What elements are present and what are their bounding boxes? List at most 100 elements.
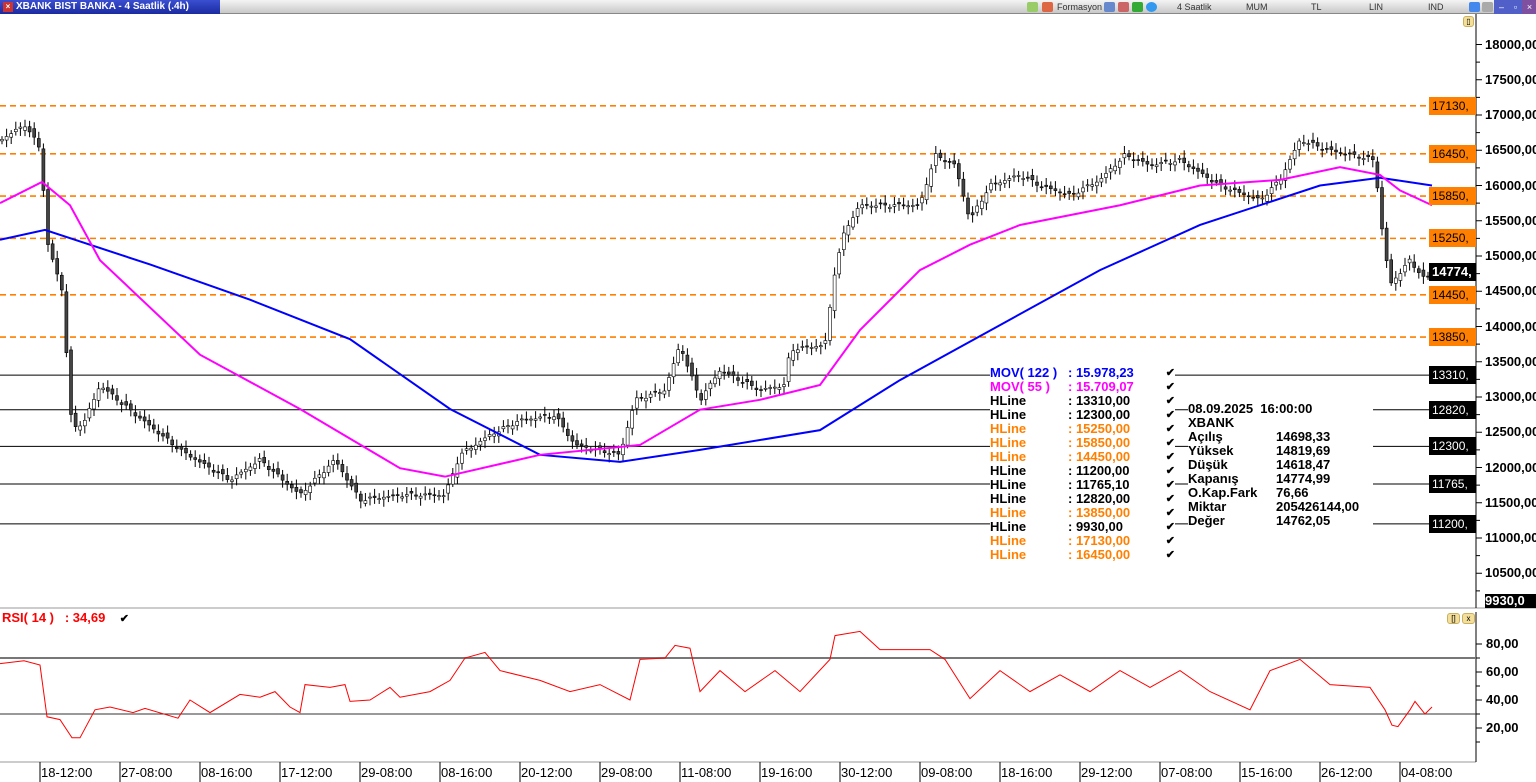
visibility-check-icon[interactable]: ✔: [1165, 479, 1175, 491]
candle-down: [294, 486, 299, 492]
candle-up: [4, 136, 9, 141]
formation-button[interactable]: Formasyon: [1057, 2, 1103, 12]
check-icon[interactable]: ✔: [119, 613, 130, 625]
visibility-check-icon[interactable]: ✔: [1165, 367, 1175, 379]
candle-up: [303, 490, 308, 495]
visibility-check-icon[interactable]: ✔: [1165, 423, 1175, 435]
visibility-check-icon[interactable]: ✔: [1165, 465, 1175, 477]
candle-down: [216, 471, 220, 474]
candle-down: [864, 204, 869, 206]
candle-up: [1095, 181, 1099, 187]
mode-button[interactable]: IND: [1428, 2, 1444, 12]
visibility-check-icon[interactable]: ✔: [1165, 451, 1175, 463]
legend-name: HLine: [990, 491, 1027, 506]
price-axis-label: 13500,00: [1485, 354, 1536, 369]
legend-value: : 15.978,23: [1068, 365, 1134, 380]
chart-type-button[interactable]: MUM: [1246, 2, 1268, 12]
close-chart-icon[interactable]: ×: [3, 2, 13, 12]
candle-up: [1288, 159, 1292, 170]
candle-down: [1187, 164, 1191, 168]
bar-info-panel: 08.09.2025 16:00:00 XBANK Açılış 14698,33…: [1188, 402, 1373, 528]
legend-name: HLine: [990, 533, 1027, 548]
rsi-line: [0, 630, 1433, 739]
candle-up: [1407, 258, 1412, 264]
close-rsi-button[interactable]: x: [1462, 613, 1475, 624]
candle-down: [211, 469, 216, 473]
grid-icon[interactable]: [1104, 2, 1115, 12]
visibility-check-icon[interactable]: ✔: [1165, 409, 1175, 421]
visibility-check-icon[interactable]: ✔: [1165, 521, 1175, 533]
close-button[interactable]: ×: [1522, 0, 1536, 14]
maximize-rsi-button[interactable]: []: [1447, 613, 1460, 624]
candle-down: [731, 371, 736, 376]
candle-up: [78, 425, 82, 431]
candle-up: [1076, 192, 1081, 198]
candle-up: [841, 232, 846, 250]
visibility-check-icon[interactable]: ✔: [1165, 493, 1175, 505]
currency-button[interactable]: TL: [1311, 2, 1322, 12]
price-axis-label: 17500,00: [1485, 72, 1536, 87]
info-key: Miktar: [1188, 499, 1227, 514]
candle-up: [1122, 153, 1127, 159]
minimize-button[interactable]: –: [1494, 0, 1509, 14]
calendar-icon[interactable]: [1118, 2, 1129, 12]
arrow-icon[interactable]: [1469, 2, 1480, 12]
legend-row: HLine: 15250,00 ✔: [990, 422, 1175, 436]
candle-down: [938, 152, 943, 158]
mov55-line: [0, 166, 1433, 478]
candle-up: [455, 463, 460, 478]
candle-down: [1380, 187, 1384, 230]
candle-down: [722, 371, 727, 374]
visibility-check-icon[interactable]: ✔: [1165, 381, 1175, 393]
candle-down: [993, 182, 998, 185]
price-axis-label: 12000,00: [1485, 460, 1536, 475]
candle-down: [1150, 164, 1154, 166]
candle-up: [786, 357, 791, 382]
legend-row: HLine: 11765,10 ✔: [990, 478, 1175, 492]
legend-row: HLine: 12820,00 ✔: [990, 492, 1175, 506]
info-value: 76,66: [1276, 485, 1309, 500]
candle-down: [947, 161, 952, 163]
maximize-panel-button[interactable]: ▯: [1463, 16, 1474, 27]
candle-down: [129, 403, 133, 411]
candle-down: [1182, 157, 1186, 163]
candle-up: [607, 453, 612, 456]
candle-down: [749, 380, 754, 386]
tool-icon[interactable]: [1027, 2, 1038, 12]
scale-button[interactable]: LIN: [1369, 2, 1384, 12]
pencil-icon[interactable]: [1132, 2, 1143, 12]
candle-down: [147, 420, 151, 426]
time-axis-label: 26-12:00: [1321, 765, 1373, 780]
info-value: 14698,33: [1276, 429, 1331, 444]
visibility-check-icon[interactable]: ✔: [1165, 549, 1175, 561]
candle-up: [1177, 158, 1182, 160]
candle-up: [473, 444, 478, 450]
candle-down: [1191, 166, 1196, 169]
candle-up: [487, 434, 492, 437]
candle-up: [644, 397, 648, 402]
candle-up: [648, 393, 653, 398]
move-icon[interactable]: [1146, 2, 1157, 12]
candle-up: [772, 386, 777, 389]
candle-up: [975, 205, 980, 213]
candle-up: [552, 416, 556, 420]
visibility-check-icon[interactable]: ✔: [1165, 535, 1175, 547]
visibility-check-icon[interactable]: ✔: [1165, 437, 1175, 449]
candle-up: [377, 498, 382, 500]
visibility-check-icon[interactable]: ✔: [1165, 507, 1175, 519]
candle-down: [1233, 187, 1237, 190]
candle-up: [1173, 161, 1177, 166]
candle-down: [1325, 148, 1329, 150]
visibility-check-icon[interactable]: ✔: [1165, 395, 1175, 407]
tools-icon[interactable]: [1482, 2, 1493, 12]
candle-down: [124, 401, 128, 406]
tool-icon[interactable]: [1042, 2, 1053, 12]
restore-button[interactable]: ▫: [1508, 0, 1523, 14]
candle-down: [161, 433, 165, 437]
time-axis-label: 08-16:00: [441, 765, 493, 780]
legend-name: HLine: [990, 449, 1027, 464]
candle-up: [239, 471, 243, 475]
period-button[interactable]: 4 Saatlik: [1177, 2, 1212, 12]
candle-down: [883, 202, 888, 206]
